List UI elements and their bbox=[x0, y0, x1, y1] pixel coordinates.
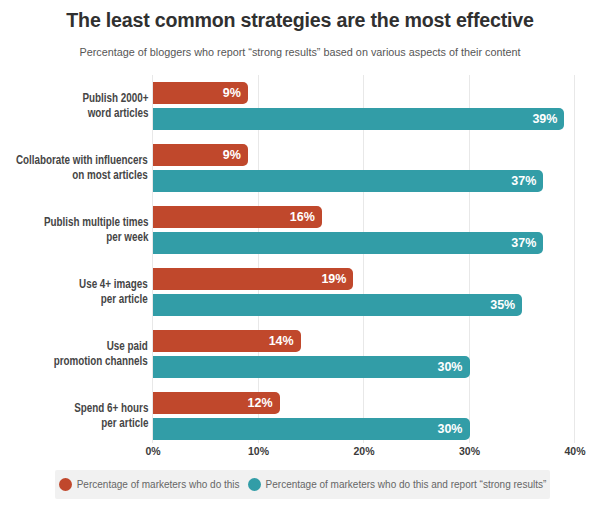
bar-strong-results: 30% bbox=[153, 356, 470, 378]
category-label: Use paid promotion channels bbox=[0, 330, 148, 378]
bar-do-this: 19% bbox=[153, 268, 353, 290]
bar-do-this: 9% bbox=[153, 144, 248, 166]
bar-value-label: 9% bbox=[223, 82, 241, 104]
category-label-text: Spend 6+ hours per article bbox=[74, 401, 148, 431]
category-label: Spend 6+ hours per article bbox=[0, 392, 148, 440]
legend-item: Percentage of marketers who do this and … bbox=[248, 478, 547, 491]
chart-title: The least common strategies are the most… bbox=[6, 9, 594, 32]
bar-value-label: 9% bbox=[223, 144, 241, 166]
gridline bbox=[258, 75, 259, 443]
gridline bbox=[469, 75, 470, 443]
bar-value-label: 19% bbox=[321, 268, 346, 290]
category-label-text: Publish multiple times per week bbox=[44, 215, 148, 245]
x-axis-tick-label: 40% bbox=[545, 445, 600, 457]
category-label-text: Publish 2000+ word articles bbox=[82, 91, 148, 121]
bar-value-label: 39% bbox=[532, 108, 557, 130]
legend-dot bbox=[248, 478, 261, 491]
chart-subtitle: Percentage of bloggers who report “stron… bbox=[18, 46, 582, 58]
legend-item: Percentage of marketers who do this bbox=[59, 478, 240, 491]
category-label-text: Use 4+ images per article bbox=[79, 277, 148, 307]
bar-strong-results: 30% bbox=[153, 418, 470, 440]
bar-value-label: 30% bbox=[437, 356, 462, 378]
category-label: Use 4+ images per article bbox=[0, 268, 148, 316]
bar-strong-results: 35% bbox=[153, 294, 522, 316]
bar-value-label: 30% bbox=[437, 418, 462, 440]
bar-do-this: 14% bbox=[153, 330, 301, 352]
bar-value-label: 35% bbox=[490, 294, 515, 316]
x-axis-tick-label: 10% bbox=[229, 445, 289, 457]
gridline bbox=[152, 75, 153, 443]
category-label: Publish multiple times per week bbox=[0, 206, 148, 254]
legend-label: Percentage of marketers who do this and … bbox=[266, 479, 547, 490]
bar-do-this: 16% bbox=[153, 206, 322, 228]
x-axis-tick-label: 30% bbox=[440, 445, 500, 457]
x-axis-tick-label: 20% bbox=[334, 445, 394, 457]
bar-value-label: 37% bbox=[511, 232, 536, 254]
category-label-text: Use paid promotion channels bbox=[54, 339, 148, 369]
gridline bbox=[363, 75, 364, 443]
gridline bbox=[574, 75, 575, 443]
category-label: Collaborate with influencers on most art… bbox=[0, 144, 148, 192]
bar-strong-results: 37% bbox=[153, 232, 543, 254]
bar-value-label: 37% bbox=[511, 170, 536, 192]
bar-value-label: 14% bbox=[269, 330, 294, 352]
bar-chart-page: The least common strategies are the most… bbox=[0, 0, 600, 510]
bar-do-this: 12% bbox=[153, 392, 280, 414]
category-label-text: Collaborate with influencers on most art… bbox=[16, 153, 148, 183]
legend: Percentage of marketers who do this Perce… bbox=[55, 470, 550, 499]
legend-dot bbox=[59, 478, 72, 491]
bar-do-this: 9% bbox=[153, 82, 248, 104]
category-label: Publish 2000+ word articles bbox=[0, 82, 148, 130]
x-axis-tick-label: 0% bbox=[123, 445, 183, 457]
bar-value-label: 16% bbox=[290, 206, 315, 228]
bar-strong-results: 39% bbox=[153, 108, 564, 130]
bar-value-label: 12% bbox=[248, 392, 273, 414]
bar-strong-results: 37% bbox=[153, 170, 543, 192]
legend-label: Percentage of marketers who do this bbox=[77, 479, 240, 490]
